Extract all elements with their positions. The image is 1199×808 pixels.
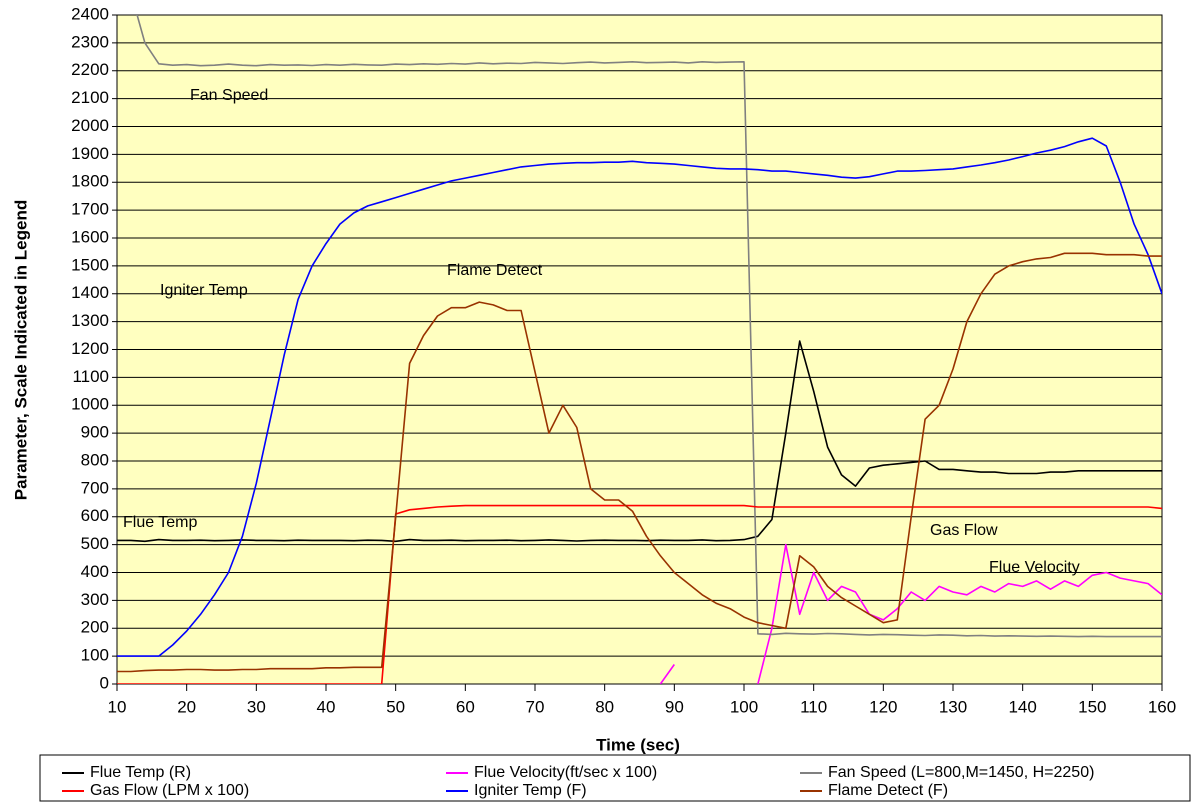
y-tick-label: 1800 — [71, 172, 109, 191]
y-tick-label: 1900 — [71, 144, 109, 163]
y-tick-label: 1200 — [71, 339, 109, 358]
legend-label: Fan Speed (L=800,M=1450, H=2250) — [828, 764, 1094, 781]
series-line — [136, 15, 1162, 638]
annotation: Flue Velocity — [989, 559, 1080, 576]
y-tick-label: 2300 — [71, 32, 109, 51]
y-tick-label: 1300 — [71, 311, 109, 330]
x-tick-label: 70 — [526, 697, 545, 716]
x-tick-label: 10 — [108, 697, 127, 716]
y-tick-label: 300 — [81, 590, 109, 609]
annotation: Flame Detect — [447, 262, 543, 279]
x-tick-label: 40 — [317, 697, 336, 716]
y-tick-label: 100 — [81, 646, 109, 665]
y-tick-label: 200 — [81, 618, 109, 637]
y-tick-label: 900 — [81, 423, 109, 442]
y-tick-label: 500 — [81, 534, 109, 553]
y-tick-label: 2200 — [71, 60, 109, 79]
labels: 0 100 200 300 400 500 600 700 800 900 1000 1100 1200… — [71, 4, 1176, 716]
x-tick-label: 160 — [1148, 697, 1176, 716]
legend-label: Flue Velocity(ft/sec x 100) — [474, 764, 657, 781]
x-tick-label: 80 — [595, 697, 614, 716]
y-tick-label: 1700 — [71, 200, 109, 219]
x-tick-label: 130 — [939, 697, 967, 716]
x-tick-label: 20 — [177, 697, 196, 716]
y-tick-label: 700 — [81, 478, 109, 497]
legend-label: Flue Temp (R) — [90, 764, 191, 781]
legend-label: Igniter Temp (F) — [474, 782, 587, 799]
annotation: Fan Speed — [190, 87, 268, 104]
y-tick-label: 600 — [81, 506, 109, 525]
annotation: Gas Flow — [930, 522, 998, 539]
x-axis-title: Time (sec) — [596, 735, 680, 754]
y-tick-label: 2000 — [71, 116, 109, 135]
grid — [112, 14, 1163, 691]
series-line — [117, 340, 1162, 543]
y-tick-label: 400 — [81, 562, 109, 581]
y-tick-label: 1600 — [71, 227, 109, 246]
x-tick-label: 150 — [1078, 697, 1106, 716]
annotation: Flue Temp — [123, 514, 198, 531]
y-axis-title: Parameter, Scale Indicated in Legend — [11, 200, 30, 500]
y-tick-label: 1100 — [72, 367, 109, 386]
y-tick-label: 1500 — [71, 255, 109, 274]
x-tick-label: 110 — [800, 697, 827, 716]
y-tick-label: 800 — [81, 450, 109, 469]
annotation: Igniter Temp — [160, 282, 248, 299]
y-tick-label: 0 — [100, 673, 109, 692]
x-tick-label: 100 — [730, 697, 758, 716]
x-tick-label: 30 — [247, 697, 266, 716]
series-lines — [117, 15, 1162, 684]
y-tick-label: 2100 — [71, 88, 109, 107]
x-tick-label: 60 — [456, 697, 475, 716]
x-tick-label: 140 — [1008, 697, 1036, 716]
x-tick-label: 50 — [386, 697, 405, 716]
legend-label: Gas Flow (LPM x 100) — [90, 782, 249, 799]
legend-box — [39, 754, 1191, 802]
x-tick-label: 120 — [869, 697, 897, 716]
y-tick-label: 2400 — [71, 4, 109, 23]
series-line — [117, 504, 1162, 684]
series-line — [659, 543, 1162, 684]
series-line — [117, 137, 1162, 657]
legend-label: Flame Detect (F) — [828, 782, 948, 799]
legend: Flue Temp (R) Flue Velocity(ft/sec x 100)… — [62, 764, 1094, 799]
y-tick-label: 1400 — [71, 283, 109, 302]
y-tick-label: 1000 — [71, 395, 109, 414]
x-tick-label: 90 — [665, 697, 684, 716]
series-line — [117, 252, 1162, 673]
